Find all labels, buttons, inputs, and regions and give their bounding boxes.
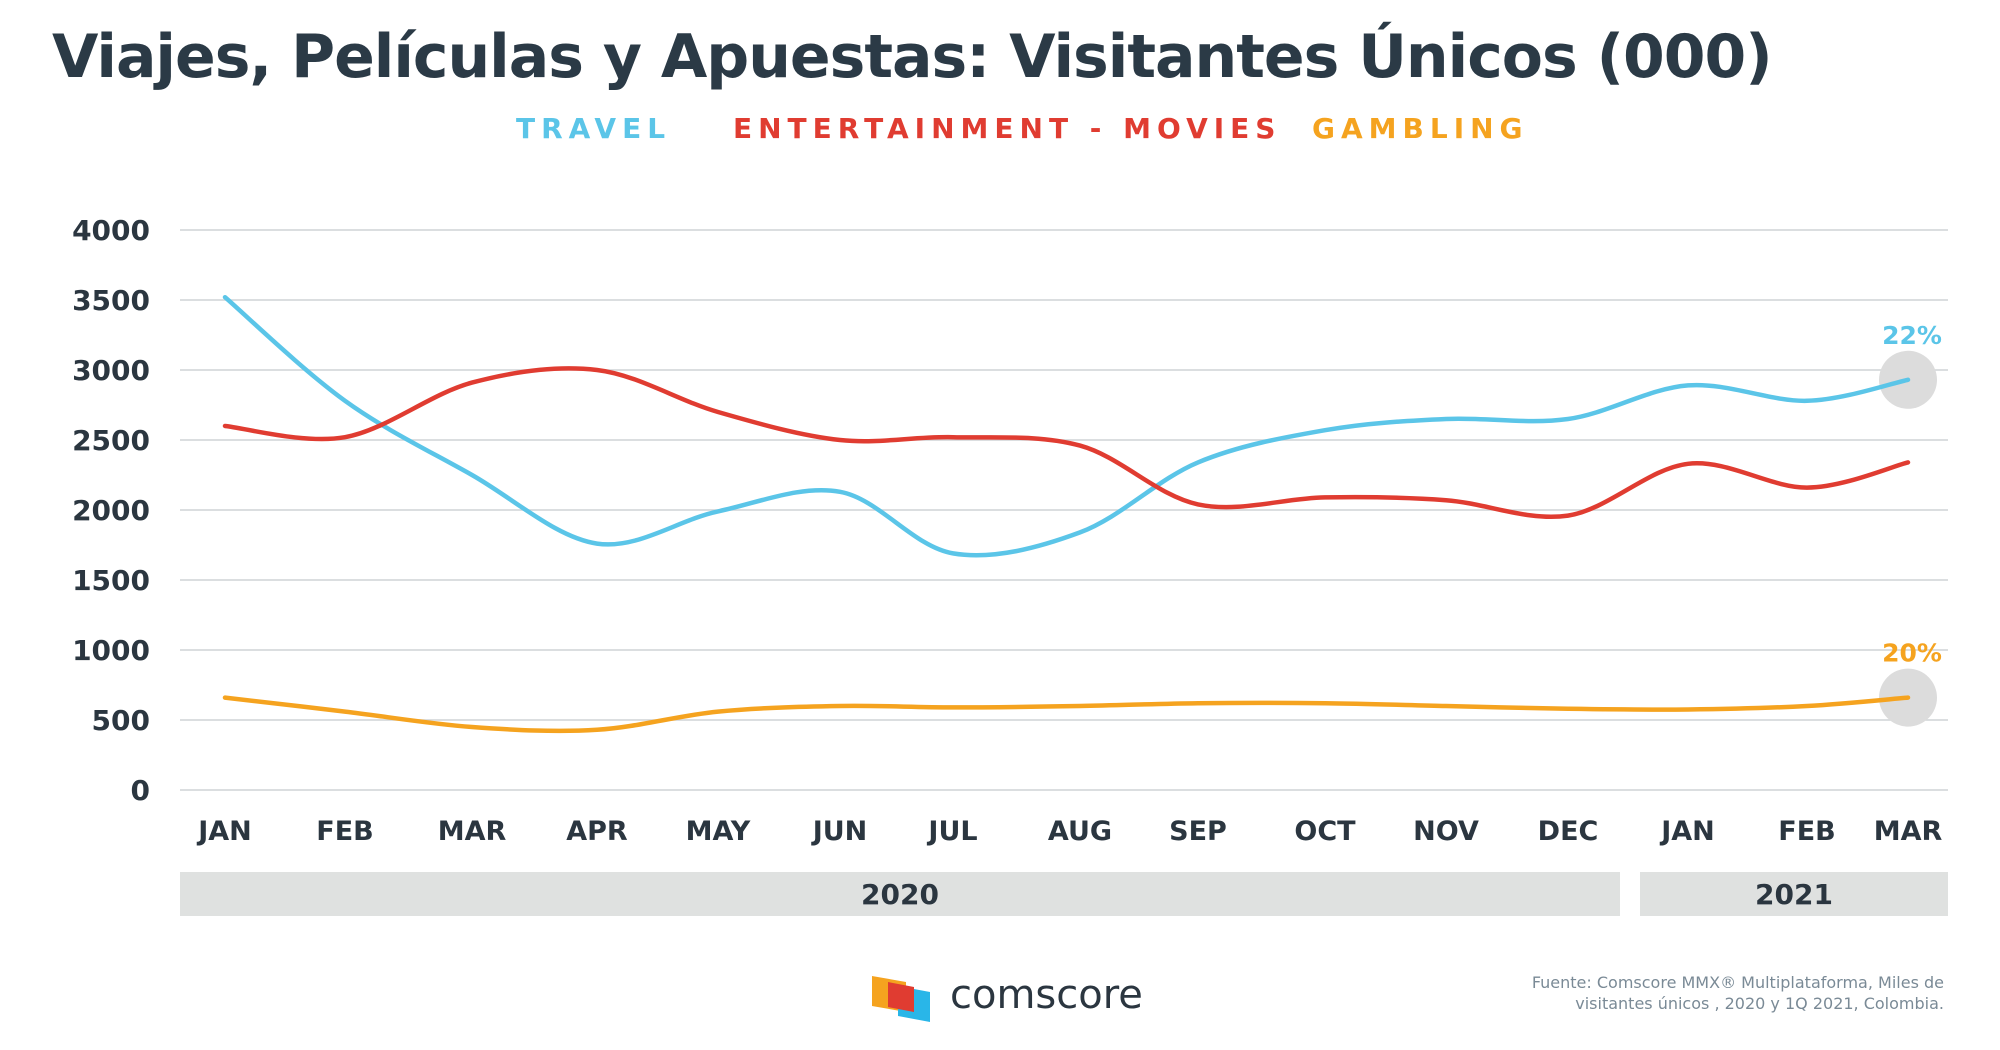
legend-item-travel: TRAVEL: [516, 112, 672, 145]
end-label-gambling: 20%: [1882, 639, 1942, 668]
source-note: Fuente: Comscore MMX® Multiplataforma, M…: [1531, 973, 1944, 1013]
year-band: [1640, 872, 1948, 916]
x-tick-label: APR: [566, 816, 628, 847]
x-tick-label: FEB: [316, 816, 373, 847]
chart-legend: TRAVEL ENTERTAINMENT - MOVIES GAMBLING: [0, 112, 2000, 152]
y-tick-label: 3500: [72, 284, 150, 317]
y-tick-label: 500: [92, 704, 150, 737]
series-line-travel: [222, 294, 1911, 558]
series-line-movies: [222, 366, 1911, 520]
x-tick-label: SEP: [1169, 816, 1227, 847]
y-tick-label: 1500: [72, 564, 150, 597]
page-title: Viajes, Películas y Apuestas: Visitantes…: [52, 22, 1773, 92]
x-tick-label: MAR: [438, 816, 507, 847]
x-tick-label: OCT: [1294, 816, 1356, 847]
x-tick-label: MAY: [686, 816, 751, 847]
x-tick-label: JAN: [1659, 816, 1715, 847]
year-label: 2021: [1755, 878, 1833, 911]
y-tick-label: 4000: [72, 214, 150, 247]
x-tick-label: DEC: [1538, 816, 1599, 847]
x-tick-label: JUN: [811, 816, 868, 847]
y-tick-label: 1000: [72, 634, 150, 667]
legend-item-movies: ENTERTAINMENT - MOVIES: [733, 112, 1282, 145]
series-line-gambling: [222, 695, 1911, 734]
x-tick-label: NOV: [1413, 816, 1479, 847]
brand-name: comscore: [950, 972, 1143, 1018]
legend-item-gambling: GAMBLING: [1312, 112, 1529, 145]
y-tick-label: 2000: [72, 494, 150, 527]
y-tick-label: 3000: [72, 354, 150, 387]
x-tick-label: AUG: [1048, 816, 1112, 847]
y-tick-label: 2500: [72, 424, 150, 457]
year-label: 2020: [861, 878, 939, 911]
x-tick-label: MAR: [1874, 816, 1943, 847]
comscore-logo-icon: [872, 976, 930, 1022]
x-tick-label: JUL: [926, 816, 977, 847]
x-tick-label: JAN: [196, 816, 252, 847]
y-tick-label: 0: [131, 774, 150, 807]
x-tick-label: FEB: [1778, 816, 1835, 847]
end-label-travel: 22%: [1882, 321, 1942, 350]
year-band: [180, 872, 1620, 916]
